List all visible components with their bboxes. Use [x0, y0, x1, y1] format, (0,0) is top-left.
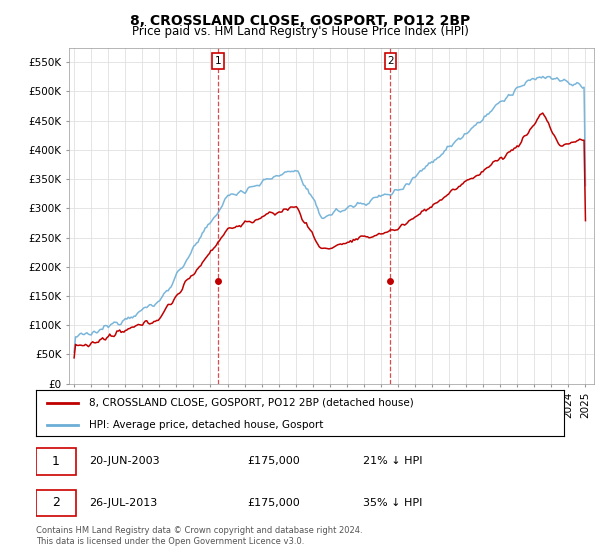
Text: £175,000: £175,000: [247, 456, 300, 466]
Text: 1: 1: [52, 455, 60, 468]
Text: 21% ↓ HPI: 21% ↓ HPI: [364, 456, 423, 466]
Text: 1: 1: [215, 56, 221, 66]
FancyBboxPatch shape: [36, 448, 76, 475]
FancyBboxPatch shape: [36, 489, 76, 516]
Text: Contains HM Land Registry data © Crown copyright and database right 2024.
This d: Contains HM Land Registry data © Crown c…: [36, 526, 362, 546]
Text: 20-JUN-2003: 20-JUN-2003: [89, 456, 160, 466]
Text: 2: 2: [387, 56, 394, 66]
Text: £175,000: £175,000: [247, 498, 300, 508]
Text: 26-JUL-2013: 26-JUL-2013: [89, 498, 157, 508]
Text: 8, CROSSLAND CLOSE, GOSPORT, PO12 2BP: 8, CROSSLAND CLOSE, GOSPORT, PO12 2BP: [130, 14, 470, 28]
Text: HPI: Average price, detached house, Gosport: HPI: Average price, detached house, Gosp…: [89, 419, 323, 430]
Text: 8, CROSSLAND CLOSE, GOSPORT, PO12 2BP (detached house): 8, CROSSLAND CLOSE, GOSPORT, PO12 2BP (d…: [89, 398, 413, 408]
Text: Price paid vs. HM Land Registry's House Price Index (HPI): Price paid vs. HM Land Registry's House …: [131, 25, 469, 38]
Text: 35% ↓ HPI: 35% ↓ HPI: [364, 498, 423, 508]
Text: 2: 2: [52, 496, 60, 510]
